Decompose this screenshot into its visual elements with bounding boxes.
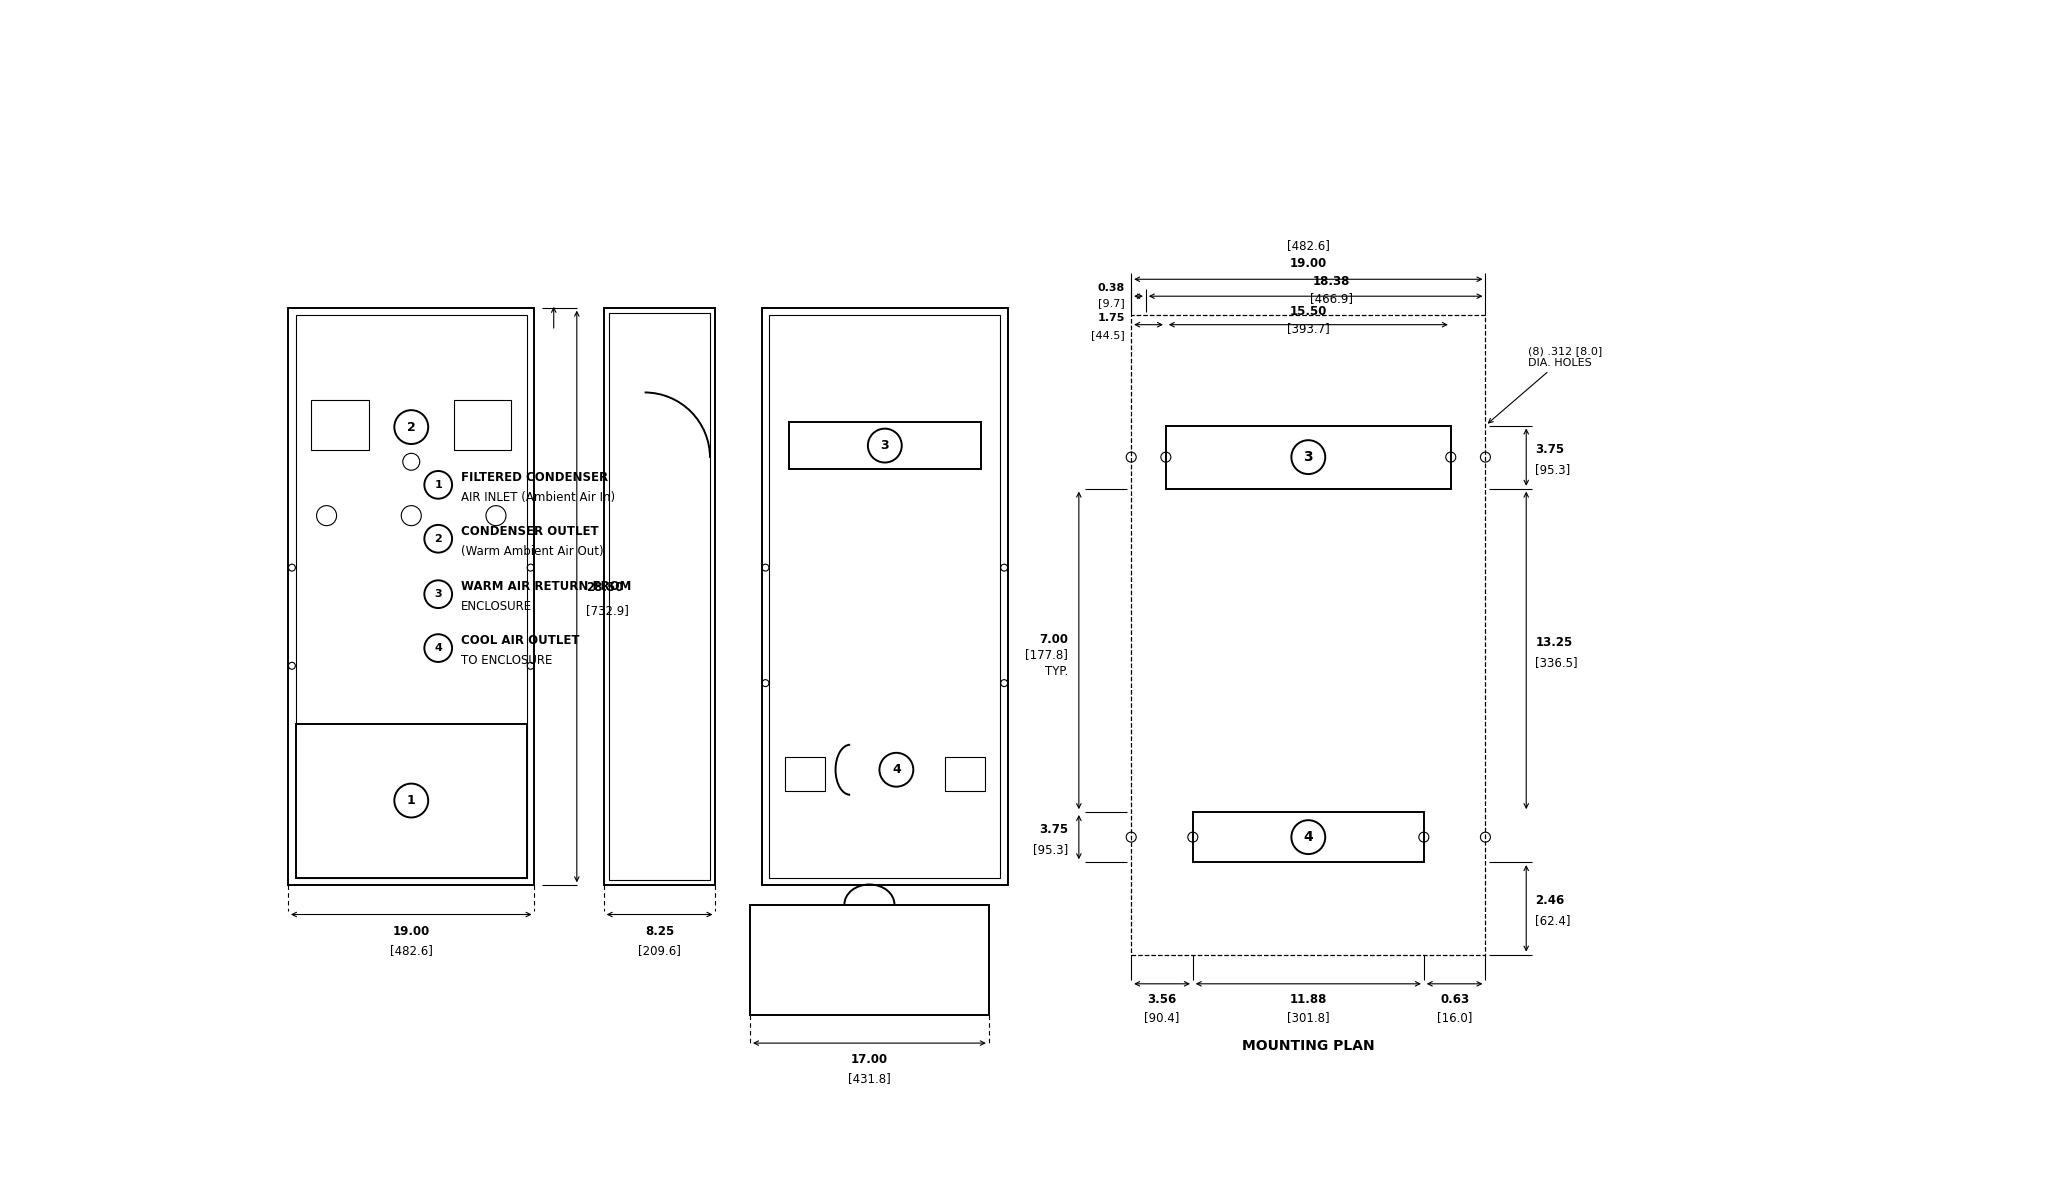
Circle shape	[395, 783, 428, 818]
Text: [336.5]: [336.5]	[1536, 656, 1579, 670]
Text: TO ENCLOSURE: TO ENCLOSURE	[461, 654, 553, 667]
Text: [301.8]: [301.8]	[1286, 1012, 1329, 1025]
Text: 7.00: 7.00	[1038, 633, 1069, 646]
Text: [90.4]: [90.4]	[1145, 1012, 1180, 1025]
Text: [62.4]: [62.4]	[1536, 914, 1571, 927]
Bar	[944, 757, 985, 790]
Text: 3: 3	[434, 589, 442, 600]
Text: 17.00: 17.00	[850, 1053, 889, 1066]
Text: [44.5]: [44.5]	[1092, 331, 1124, 340]
Bar	[453, 401, 512, 450]
Text: 15.50: 15.50	[1290, 305, 1327, 318]
Text: [209.6]: [209.6]	[639, 943, 682, 956]
Circle shape	[424, 470, 453, 499]
Text: ENCLOSURE: ENCLOSURE	[461, 600, 532, 613]
Text: COOL AIR OUTLET: COOL AIR OUTLET	[461, 634, 580, 647]
Text: 3.75: 3.75	[1038, 822, 1069, 835]
Text: 8.25: 8.25	[645, 924, 674, 937]
Circle shape	[1292, 440, 1325, 474]
Text: 1.75: 1.75	[1098, 313, 1124, 322]
Bar	[784, 757, 825, 790]
Text: 0.63: 0.63	[1440, 993, 1468, 1006]
Bar	[1130, 315, 1485, 955]
Circle shape	[424, 634, 453, 662]
Bar	[762, 308, 1008, 885]
Text: 1: 1	[408, 794, 416, 807]
Text: [732.9]: [732.9]	[586, 604, 629, 617]
Bar	[788, 422, 981, 469]
Text: 18.38: 18.38	[1313, 275, 1350, 288]
Text: 28.50: 28.50	[586, 581, 623, 594]
Text: (8) .312 [8.0]
DIA. HOLES: (8) .312 [8.0] DIA. HOLES	[1489, 346, 1602, 423]
Bar	[295, 315, 526, 878]
Text: 2: 2	[434, 533, 442, 544]
Bar	[1165, 425, 1450, 488]
Bar	[770, 315, 999, 878]
Text: MOUNTING PLAN: MOUNTING PLAN	[1241, 1039, 1374, 1053]
Text: 2.46: 2.46	[1536, 895, 1565, 908]
Circle shape	[1292, 820, 1325, 854]
Text: AIR INLET (Ambient Air In): AIR INLET (Ambient Air In)	[461, 491, 616, 504]
Bar	[295, 724, 526, 878]
Text: 4: 4	[893, 763, 901, 776]
Text: 11.88: 11.88	[1290, 993, 1327, 1006]
Text: (Warm Ambient Air Out): (Warm Ambient Air Out)	[461, 545, 604, 558]
Text: 3: 3	[1303, 450, 1313, 465]
Circle shape	[868, 429, 901, 462]
Bar	[750, 904, 989, 1014]
Text: 4: 4	[1303, 831, 1313, 844]
Text: 2: 2	[408, 421, 416, 434]
Circle shape	[395, 410, 428, 444]
Text: [466.9]: [466.9]	[1309, 292, 1352, 305]
Text: CONDENSER OUTLET: CONDENSER OUTLET	[461, 525, 598, 538]
Text: 4: 4	[434, 643, 442, 653]
Text: 1: 1	[434, 480, 442, 489]
Text: 19.00: 19.00	[1290, 257, 1327, 270]
Text: FILTERED CONDENSER: FILTERED CONDENSER	[461, 470, 608, 483]
Text: [177.8]: [177.8]	[1026, 648, 1069, 661]
Text: [16.0]: [16.0]	[1438, 1012, 1473, 1025]
Text: [9.7]: [9.7]	[1098, 299, 1124, 308]
Circle shape	[879, 752, 913, 787]
Text: [431.8]: [431.8]	[848, 1072, 891, 1085]
Bar	[311, 401, 369, 450]
Text: TYP.: TYP.	[1044, 666, 1069, 679]
Text: 13.25: 13.25	[1536, 636, 1573, 649]
Text: [482.6]: [482.6]	[389, 943, 432, 956]
Text: [482.6]: [482.6]	[1286, 239, 1329, 252]
Text: [95.3]: [95.3]	[1032, 843, 1069, 856]
Text: 0.38: 0.38	[1098, 283, 1124, 293]
Text: 19.00: 19.00	[393, 924, 430, 937]
Text: [95.3]: [95.3]	[1536, 463, 1571, 476]
Text: 3.56: 3.56	[1147, 993, 1178, 1006]
Bar	[608, 313, 711, 879]
Bar	[289, 308, 535, 885]
Text: 3.75: 3.75	[1536, 443, 1565, 456]
Circle shape	[424, 581, 453, 608]
Text: WARM AIR RETURN FROM: WARM AIR RETURN FROM	[461, 579, 631, 592]
Text: [393.7]: [393.7]	[1286, 322, 1329, 335]
Bar	[604, 308, 715, 885]
Bar	[1192, 812, 1423, 863]
Text: 3: 3	[881, 440, 889, 453]
Circle shape	[424, 525, 453, 552]
